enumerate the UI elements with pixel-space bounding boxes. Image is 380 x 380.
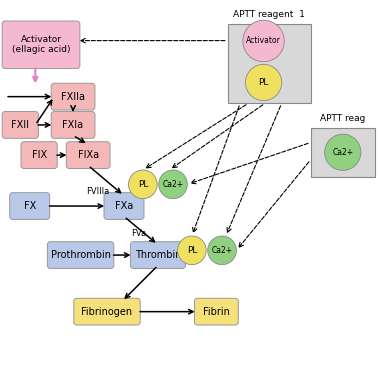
- Bar: [228, 24, 311, 103]
- FancyBboxPatch shape: [104, 193, 144, 219]
- Text: FXII: FXII: [11, 120, 29, 130]
- FancyBboxPatch shape: [130, 242, 185, 268]
- FancyBboxPatch shape: [51, 112, 95, 138]
- Text: FVIIIa: FVIIIa: [86, 187, 109, 196]
- Circle shape: [325, 134, 361, 170]
- Text: Activator
(ellagic acid): Activator (ellagic acid): [12, 35, 70, 54]
- Circle shape: [177, 236, 206, 265]
- Text: APTT reagent  1: APTT reagent 1: [233, 11, 305, 19]
- Text: FXIIa: FXIIa: [61, 92, 85, 101]
- Text: Activator: Activator: [246, 36, 281, 46]
- Text: APTT reag: APTT reag: [320, 114, 366, 123]
- FancyBboxPatch shape: [51, 83, 95, 110]
- FancyBboxPatch shape: [2, 21, 80, 68]
- Text: PL: PL: [258, 78, 269, 87]
- Text: Ca2+: Ca2+: [212, 246, 233, 255]
- FancyBboxPatch shape: [2, 112, 38, 138]
- Text: Thrombin: Thrombin: [135, 250, 181, 260]
- Text: FXa: FXa: [115, 201, 133, 211]
- Text: Prothrombin: Prothrombin: [51, 250, 111, 260]
- Circle shape: [128, 170, 157, 199]
- Text: FIXa: FIXa: [78, 150, 99, 160]
- Circle shape: [245, 64, 282, 101]
- FancyBboxPatch shape: [48, 242, 114, 268]
- Text: Ca2+: Ca2+: [332, 148, 353, 157]
- Text: PL: PL: [138, 180, 148, 189]
- Text: FXIa: FXIa: [62, 120, 84, 130]
- FancyBboxPatch shape: [195, 298, 238, 325]
- Circle shape: [243, 20, 284, 62]
- Circle shape: [208, 236, 236, 265]
- FancyBboxPatch shape: [66, 142, 110, 168]
- FancyBboxPatch shape: [74, 298, 140, 325]
- Bar: [311, 128, 375, 177]
- Text: PL: PL: [187, 246, 197, 255]
- Text: Fibrinogen: Fibrinogen: [81, 307, 133, 317]
- Text: FIX: FIX: [32, 150, 47, 160]
- FancyBboxPatch shape: [21, 142, 57, 168]
- FancyBboxPatch shape: [10, 193, 50, 219]
- Circle shape: [159, 170, 187, 199]
- Text: FVa: FVa: [131, 229, 147, 238]
- Text: Fibrin: Fibrin: [203, 307, 230, 317]
- Text: FX: FX: [24, 201, 36, 211]
- Text: Ca2+: Ca2+: [163, 180, 184, 189]
